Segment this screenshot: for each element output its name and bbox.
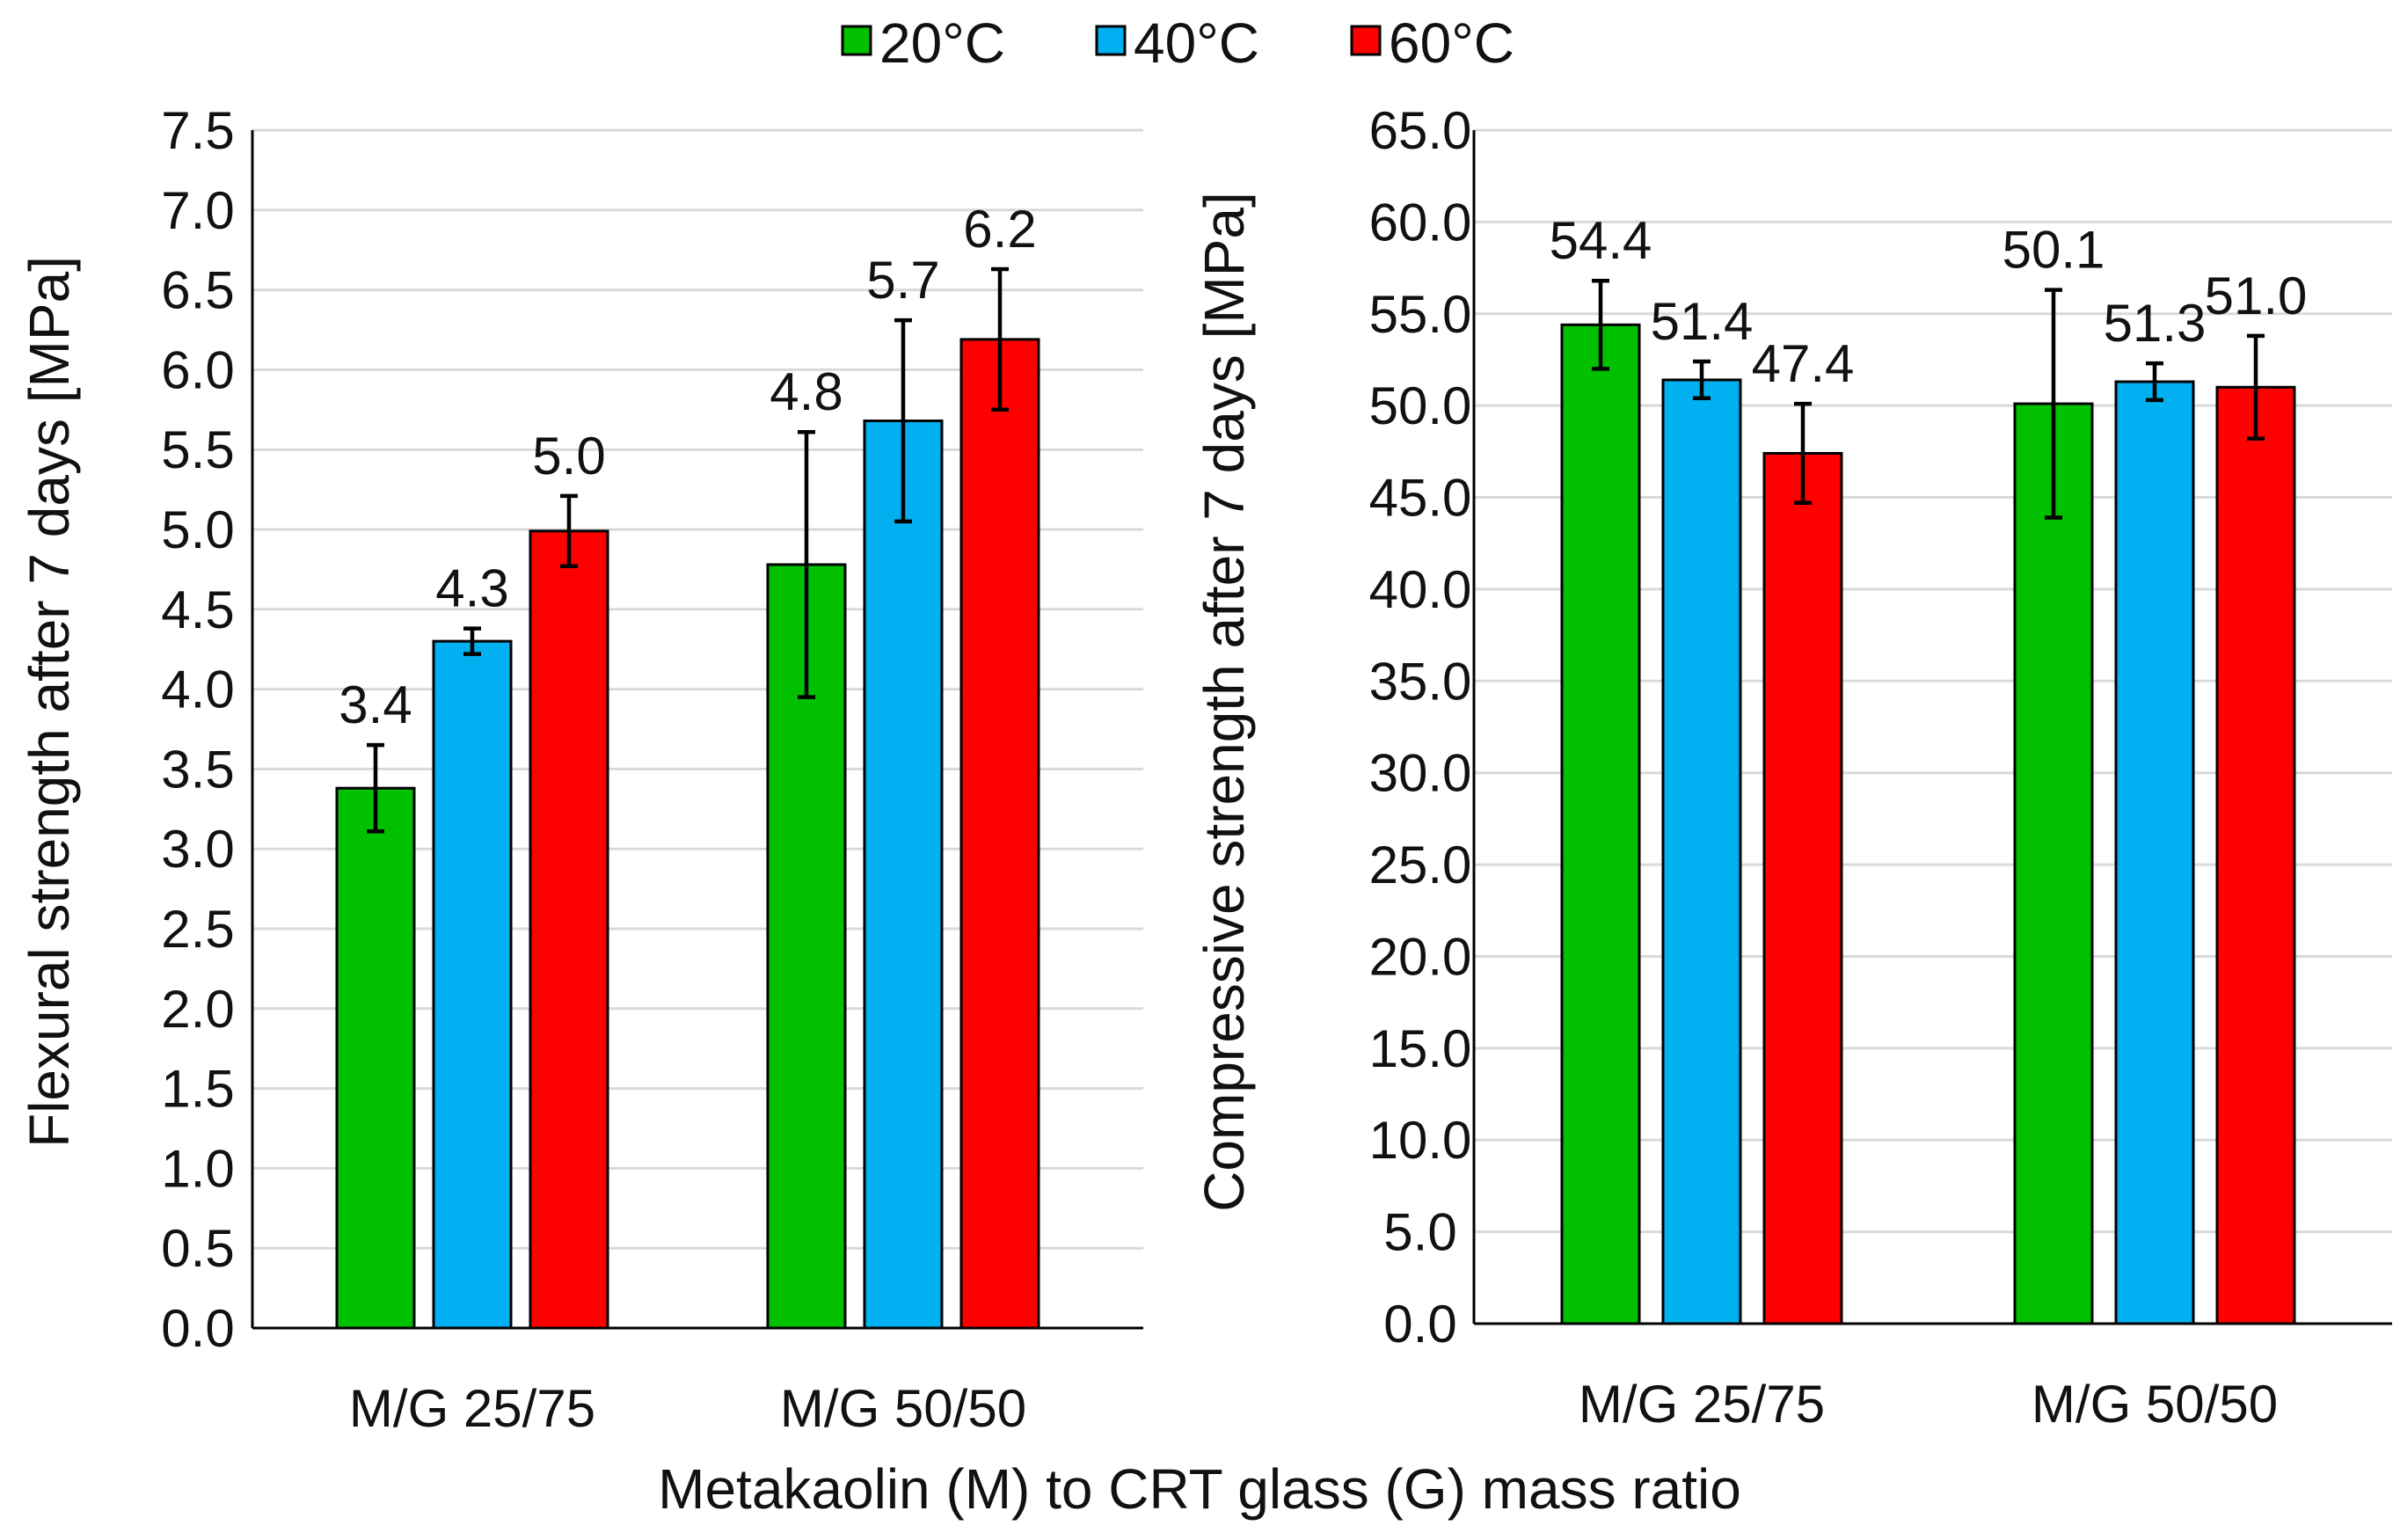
flexural-bar-40c-group-1 — [432, 639, 513, 1330]
compressive-y-axis-title: Compressive strength after 7 days [MPa] — [1193, 192, 1256, 1212]
flexural-y-tick-label: 2.5 — [161, 900, 234, 959]
compressive-y-tick-label: 55.0 — [1369, 285, 1472, 344]
flexural-y-tick-label: 4.5 — [161, 580, 234, 639]
legend-item-40c: 40°C — [1095, 11, 1259, 75]
flexural-y-tick-label: 5.5 — [161, 420, 234, 479]
flexural-data-label: 4.3 — [435, 559, 508, 618]
flexural-y-tick-label: 3.0 — [161, 820, 234, 879]
flexural-data-label: 5.7 — [866, 251, 939, 310]
legend-label-60c: 60°C — [1389, 11, 1514, 75]
flexural-y-tick-label: 6.5 — [161, 261, 234, 320]
compressive-bar-40c-group-1 — [1661, 378, 1742, 1325]
compressive-bar-40c-group-2 — [2114, 380, 2195, 1325]
legend-swatch-60c — [1350, 25, 1382, 56]
compressive-y-tick-label: 20.0 — [1369, 927, 1472, 986]
legend: 20°C 40°C 60°C — [841, 11, 1514, 75]
compressive-y-tick-label: 65.0 — [1369, 101, 1472, 160]
compressive-data-label: 54.4 — [1550, 211, 1652, 270]
flexural-y-tick-label: 5.0 — [161, 500, 234, 559]
flexural-y-tick-label: 0.5 — [161, 1219, 234, 1278]
flexural-category-label: M/G 25/75 — [349, 1379, 595, 1438]
compressive-bar-60c-group-2 — [2215, 385, 2296, 1325]
flexural-data-label: 5.0 — [532, 427, 605, 485]
flexural-category-label: M/G 50/50 — [780, 1379, 1026, 1438]
compressive-category-label: M/G 50/50 — [2032, 1375, 2278, 1434]
compressive-bar-60c-group-1 — [1762, 451, 1843, 1325]
compressive-category-label: M/G 25/75 — [1579, 1375, 1825, 1434]
legend-label-20c: 20°C — [879, 11, 1005, 75]
compressive-y-tick-label: 5.0 — [1383, 1203, 1456, 1262]
compressive-data-label: 47.4 — [1752, 334, 1855, 393]
legend-item-60c: 60°C — [1350, 11, 1514, 75]
flexural-bar-40c-group-2 — [863, 420, 944, 1330]
flexural-y-tick-label: 4.0 — [161, 661, 234, 719]
compressive-y-tick-label: 0.0 — [1383, 1295, 1456, 1354]
flexural-bar-20c-group-1 — [335, 786, 416, 1330]
compressive-y-tick-label: 45.0 — [1369, 469, 1472, 528]
flexural-y-tick-label: 2.0 — [161, 980, 234, 1039]
compressive-y-tick-label: 30.0 — [1369, 744, 1472, 803]
legend-swatch-20c — [841, 25, 872, 56]
legend-item-20c: 20°C — [841, 11, 1005, 75]
compressive-y-tick-label: 50.0 — [1369, 376, 1472, 435]
compressive-data-label: 50.1 — [2002, 221, 2105, 280]
flexural-data-label: 4.8 — [770, 362, 843, 421]
legend-label-40c: 40°C — [1134, 11, 1259, 75]
compressive-y-tick-label: 15.0 — [1369, 1019, 1472, 1078]
flexural-y-tick-label: 6.0 — [161, 340, 234, 399]
flexural-data-label: 3.4 — [339, 675, 412, 734]
flexural-data-label: 6.2 — [963, 200, 1036, 259]
compressive-bar-20c-group-2 — [2013, 402, 2094, 1325]
compressive-y-tick-label: 25.0 — [1369, 836, 1472, 894]
flexural-strength-chart: Flexural strength after 7 days [MPa] 0.0… — [18, 101, 1143, 1438]
flexural-y-tick-label: 3.5 — [161, 740, 234, 799]
flexural-bar-60c-group-2 — [959, 338, 1040, 1330]
flexural-y-tick-label: 1.5 — [161, 1060, 234, 1119]
flexural-bar-60c-group-1 — [529, 529, 609, 1330]
flexural-y-axis-title: Flexural strength after 7 days [MPa] — [18, 256, 81, 1148]
compressive-y-tick-label: 60.0 — [1369, 193, 1472, 252]
compressive-data-label: 51.4 — [1651, 292, 1754, 351]
compressive-y-tick-label: 35.0 — [1369, 652, 1472, 711]
compressive-data-label: 51.3 — [2104, 294, 2207, 353]
flexural-y-tick-label: 7.5 — [161, 101, 234, 160]
compressive-bar-20c-group-1 — [1560, 323, 1641, 1325]
flexural-y-tick-label: 7.0 — [161, 181, 234, 240]
compressive-data-label: 51.0 — [2205, 266, 2308, 325]
flexural-y-tick-label: 1.0 — [161, 1139, 234, 1198]
compressive-y-tick-label: 10.0 — [1369, 1111, 1472, 1170]
x-axis-title: Metakaolin (M) to CRT glass (G) mass rat… — [658, 1457, 1741, 1521]
flexural-y-tick-label: 0.0 — [161, 1299, 234, 1358]
legend-swatch-40c — [1095, 25, 1127, 56]
compressive-y-tick-label: 40.0 — [1369, 560, 1472, 619]
compressive-strength-chart: Compressive strength after 7 days [MPa] … — [1193, 101, 2392, 1434]
